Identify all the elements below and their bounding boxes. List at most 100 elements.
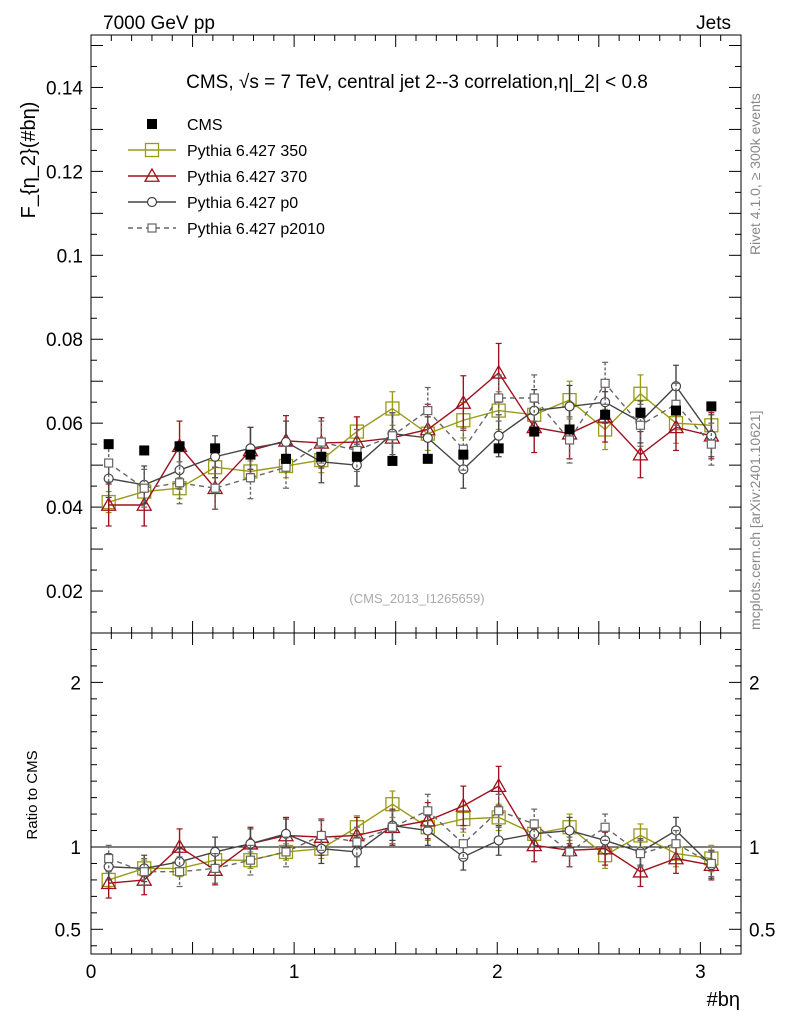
data-point-marker [671,405,681,416]
legend-label: Pythia 6.427 350 [187,143,307,160]
data-point-marker [529,426,540,437]
data-point-marker [667,850,685,865]
y-tick-label: 0.5 [55,920,81,941]
data-point-marker [316,451,327,462]
data-point-marker [490,364,507,379]
data-point-marker [281,847,291,857]
data-point-marker [423,405,433,416]
data-point-marker [281,453,291,464]
data-point-marker [387,822,398,832]
data-point-marker [210,443,221,454]
data-point-marker [600,822,610,832]
data-point-marker [493,835,504,846]
main-panel-ticks [90,35,742,634]
data-point-marker [529,393,539,403]
data-point-marker [564,847,575,857]
y-tick-label-right: 1 [749,838,760,859]
y-tick-label: 0.06 [46,414,83,435]
data-point-marker [352,837,362,847]
data-point-marker [387,455,398,466]
series-line-p370 [108,371,712,506]
data-point-marker [210,451,221,462]
data-point-marker [104,853,114,864]
data-point-marker [458,449,469,460]
data-point-marker [632,863,649,878]
y-tick-label: 0.1 [57,246,83,267]
y-tick-label: 1 [70,838,81,859]
series-line-p2010 [108,382,712,489]
series-line-p0 [108,385,712,486]
legend: CMS Pythia 6.427 350 Pythia 6.427 370 Pythi… [128,117,325,238]
data-point-marker [174,478,185,488]
y-tick-label: 0.04 [46,498,83,519]
legend-label: Pythia 6.427 p0 [187,195,298,212]
data-point-marker [245,449,256,460]
data-point-marker [139,483,149,493]
data-point-marker [458,839,468,849]
data-point-marker [316,437,326,447]
data-point-marker [139,867,149,877]
data-point-marker [493,443,504,454]
data-point-marker [280,436,292,448]
data-point-marker [706,401,717,412]
mcplots-label: mcplots.cern.ch [arXiv:2401.10621] [747,411,763,630]
data-point-marker [632,446,649,461]
data-point-marker [526,837,543,852]
data-point-marker [174,441,185,452]
series-line-p370 [108,785,712,884]
data-point-marker [706,439,716,449]
y-tick-label: 0.02 [46,582,83,603]
series-line-p0 [108,824,712,870]
y-tick-label: 0.08 [46,330,83,351]
analysis-watermark: (CMS_2013_I1265659) [349,591,484,606]
data-point-marker [635,420,646,430]
x-tick-label: 3 [695,962,706,983]
data-point-marker [147,119,157,129]
series-line-p350 [108,803,712,881]
y-tick-label: 0.12 [46,162,83,183]
data-point-marker [351,451,362,462]
series-line-p2010 [108,809,712,873]
data-point-marker [600,409,611,420]
ratio-panel-y-tick-labels: 0.5 0.5 1 1 2 2 [55,673,776,941]
data-point-marker [600,378,610,388]
ratio-panel-ticks [90,633,742,954]
y-tick-label: 0.14 [46,78,83,99]
data-point-marker [564,424,575,435]
ratio-y-axis-label: Ratio to CMS [24,750,41,839]
header-right: Jets [696,13,731,34]
data-point-marker [494,393,504,403]
data-point-marker [455,394,472,409]
rivet-label: Rivet 4.1.0, ≥ 300k events [747,93,763,255]
ratio-panel-series [100,765,720,899]
data-point-marker [633,386,648,401]
x-tick-label: 2 [492,962,503,983]
x-tick-label: 1 [289,962,300,983]
x-axis-label: #bη [707,989,740,1011]
y-tick-label-right: 2 [749,673,760,694]
data-point-marker [564,825,575,836]
data-point-marker [564,435,575,445]
data-point-marker [422,453,433,464]
data-point-marker [210,483,220,493]
plot-title: CMS, √s = 7 TeV, central jet 2--3 correl… [186,72,648,93]
data-point-marker [387,431,398,441]
data-point-marker [147,223,157,233]
data-point-marker [490,777,507,792]
data-point-marker [174,867,185,877]
x-tick-labels: 0 1 2 3 [86,962,706,983]
data-point-marker [422,432,433,443]
ratio-panel-frame [90,632,742,955]
y-tick-label-right: 0.5 [749,920,775,941]
main-y-axis-label: F_{η_2}(#bη) [18,102,40,219]
legend-label: Pythia 6.427 p2010 [187,221,325,238]
main-panel: 0.02 0.04 0.06 0.08 0.1 0.12 0.14 (CMS_2013_I1… [46,34,742,634]
data-point-marker [494,806,504,816]
data-point-marker [103,473,114,484]
data-point-marker [136,496,153,511]
main-panel-y-tick-labels: 0.02 0.04 0.06 0.08 0.1 0.12 0.14 [46,78,83,603]
main-panel-series [100,342,720,527]
data-point-marker [100,496,117,511]
data-point-marker [144,142,160,158]
